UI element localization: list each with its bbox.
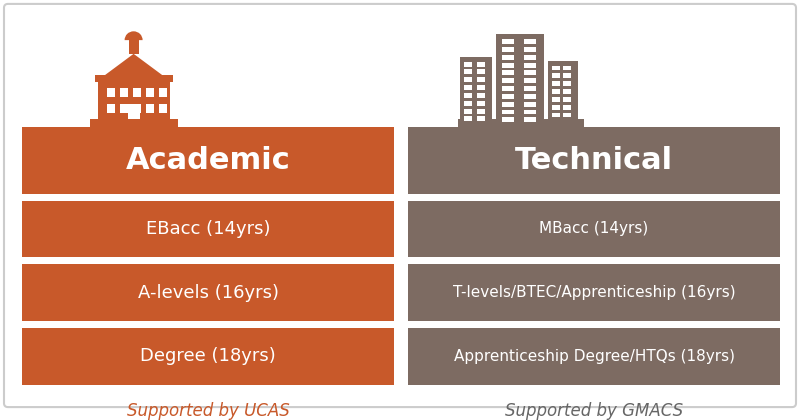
Bar xyxy=(524,71,536,75)
Bar xyxy=(552,113,560,118)
Bar xyxy=(524,63,536,68)
Bar xyxy=(146,88,154,97)
Bar xyxy=(496,34,544,127)
Text: A-levels (16yrs): A-levels (16yrs) xyxy=(138,284,278,302)
Bar xyxy=(502,55,514,60)
Bar xyxy=(562,89,570,94)
Bar xyxy=(562,97,570,102)
Bar xyxy=(128,104,139,119)
Bar xyxy=(477,77,485,82)
Bar xyxy=(106,104,114,113)
Text: MBacc (14yrs): MBacc (14yrs) xyxy=(539,221,649,236)
Bar xyxy=(502,94,514,99)
Bar xyxy=(524,39,536,44)
Bar xyxy=(524,94,536,99)
Bar xyxy=(22,127,394,194)
Bar xyxy=(524,102,536,107)
Bar xyxy=(552,81,560,86)
Polygon shape xyxy=(105,54,162,75)
Bar xyxy=(146,104,154,113)
Bar xyxy=(90,119,178,127)
Bar xyxy=(94,75,173,82)
Bar xyxy=(458,119,584,127)
Wedge shape xyxy=(125,32,142,40)
Bar xyxy=(464,109,472,113)
Bar xyxy=(158,88,166,97)
Bar xyxy=(502,110,514,115)
Bar xyxy=(552,105,560,110)
Bar xyxy=(464,116,472,121)
Bar xyxy=(464,62,472,66)
Bar xyxy=(464,69,472,74)
Bar xyxy=(477,62,485,66)
Bar xyxy=(562,105,570,110)
Bar xyxy=(477,93,485,98)
Bar xyxy=(408,264,780,321)
Bar xyxy=(477,101,485,106)
Bar xyxy=(562,74,570,78)
Bar xyxy=(477,109,485,113)
Bar xyxy=(562,81,570,86)
Bar xyxy=(502,86,514,91)
Bar xyxy=(464,77,472,82)
Text: EBacc (14yrs): EBacc (14yrs) xyxy=(146,220,270,238)
Bar xyxy=(552,66,560,71)
Bar xyxy=(524,47,536,52)
Bar xyxy=(552,97,560,102)
Bar xyxy=(477,85,485,90)
Bar xyxy=(524,86,536,91)
Bar xyxy=(502,39,514,44)
Bar xyxy=(502,71,514,75)
Bar xyxy=(133,104,141,113)
Bar xyxy=(408,328,780,385)
Bar xyxy=(477,69,485,74)
Bar xyxy=(524,110,536,115)
FancyBboxPatch shape xyxy=(4,4,796,407)
Bar xyxy=(459,57,491,127)
Bar xyxy=(158,104,166,113)
Bar xyxy=(547,60,578,127)
Text: Supported by GMACS: Supported by GMACS xyxy=(505,402,683,420)
Bar xyxy=(552,74,560,78)
Bar xyxy=(133,88,141,97)
Text: Technical: Technical xyxy=(515,146,673,175)
Bar xyxy=(464,85,472,90)
Bar xyxy=(408,127,780,194)
Bar xyxy=(502,63,514,68)
Bar xyxy=(502,102,514,107)
Text: Apprenticeship Degree/HTQs (18yrs): Apprenticeship Degree/HTQs (18yrs) xyxy=(454,349,734,364)
Bar xyxy=(22,264,394,321)
Bar xyxy=(408,201,780,257)
Bar xyxy=(562,66,570,71)
Bar xyxy=(524,118,536,122)
Text: Degree (18yrs): Degree (18yrs) xyxy=(140,347,276,365)
Text: Supported by UCAS: Supported by UCAS xyxy=(126,402,290,420)
Bar xyxy=(502,78,514,83)
Text: Academic: Academic xyxy=(126,146,290,175)
Bar xyxy=(22,328,394,385)
Bar xyxy=(98,82,170,119)
Bar xyxy=(120,104,128,113)
Bar xyxy=(464,101,472,106)
Bar xyxy=(562,113,570,118)
Bar xyxy=(524,78,536,83)
Bar xyxy=(477,116,485,121)
Bar xyxy=(524,55,536,60)
Bar xyxy=(106,88,114,97)
Bar xyxy=(464,93,472,98)
Bar xyxy=(552,89,560,94)
Bar xyxy=(120,88,128,97)
Bar xyxy=(129,40,138,54)
Bar xyxy=(22,201,394,257)
Bar xyxy=(502,118,514,122)
Bar xyxy=(502,47,514,52)
Text: T-levels/BTEC/Apprenticeship (16yrs): T-levels/BTEC/Apprenticeship (16yrs) xyxy=(453,285,735,300)
